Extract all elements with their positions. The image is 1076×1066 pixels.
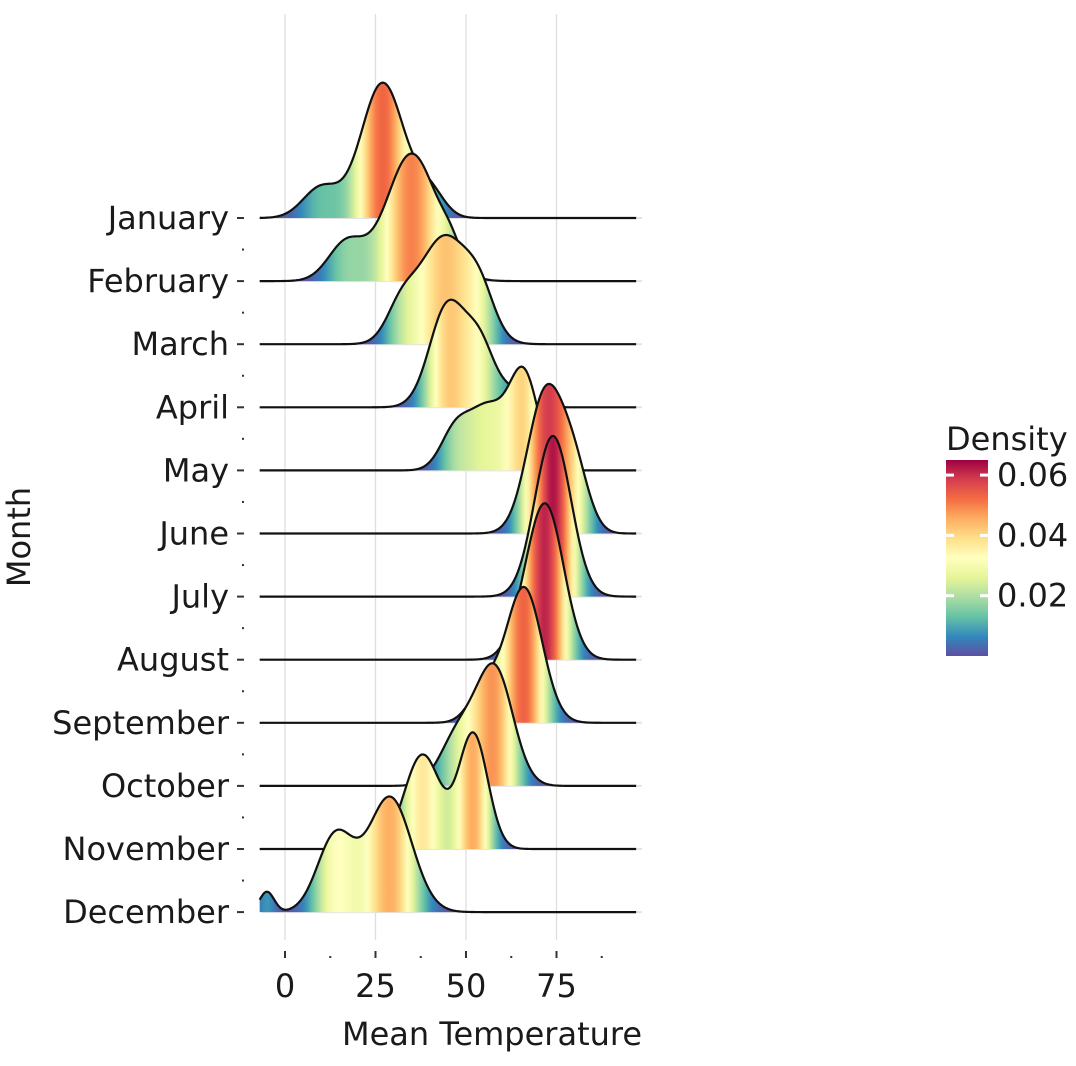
ridge-fill-april: [392, 299, 547, 408]
ridge-outline-november: [259, 731, 637, 851]
x-tick-label: 25: [355, 967, 396, 1005]
y-tick-label: May: [163, 451, 229, 489]
ridge-fill-march: [359, 235, 525, 345]
ridge-fill-october: [407, 663, 551, 786]
legend-tick-label: 0.02: [997, 577, 1068, 615]
x-axis: 0 25 50 75: [275, 951, 603, 1005]
x-tick-label: 0: [275, 967, 295, 1005]
y-axis-title: Month: [0, 487, 38, 587]
y-tick-label: September: [52, 704, 230, 742]
ridge-outline-october: [259, 662, 637, 787]
ridge-fill-december: [259, 796, 457, 913]
y-axis: January February March April May June July Augu…: [52, 199, 244, 931]
ridge-outline-august: [259, 502, 637, 661]
y-tick-label: November: [63, 830, 230, 868]
legend-title: Density: [946, 420, 1068, 458]
y-tick-label: October: [101, 767, 230, 805]
ridge-outline-december: [258, 795, 637, 914]
legend-colorbar: [946, 460, 988, 656]
legend-tick-label: 0.06: [997, 456, 1068, 494]
y-tick-label: January: [106, 199, 229, 237]
y-tick-label: July: [169, 578, 229, 616]
x-tick-label: 50: [446, 967, 487, 1005]
ridge-outline-april: [259, 298, 637, 409]
y-tick-label: August: [117, 641, 229, 679]
ridge-outline-september: [259, 585, 637, 724]
ridge-outline-march: [259, 233, 637, 346]
y-tick-label: March: [131, 325, 229, 363]
x-tick-label: 75: [536, 967, 577, 1005]
y-tick-label: June: [157, 515, 229, 553]
x-axis-title: Mean Temperature: [342, 1015, 642, 1053]
ridge-fill-november: [368, 732, 518, 849]
legend-tick-label: 0.04: [997, 516, 1068, 554]
ridge-outline-february: [259, 152, 637, 283]
color-legend: Density 0.02 0.04 0.06: [946, 420, 1068, 656]
ridge-outline-january: [259, 81, 637, 220]
y-tick-label: April: [156, 388, 229, 426]
density-ridges: [258, 81, 637, 914]
ridge-outline-june: [259, 382, 637, 535]
ridge-outline-july: [259, 434, 637, 598]
y-tick-label: February: [87, 262, 229, 300]
y-tick-label: December: [63, 893, 230, 931]
